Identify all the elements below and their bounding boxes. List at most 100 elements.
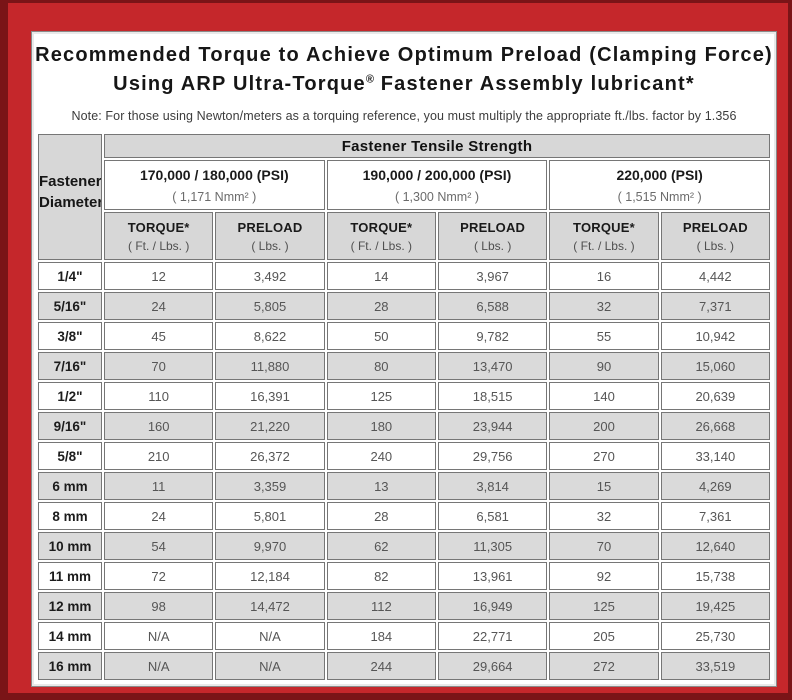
page-title: Recommended Torque to Achieve Optimum Pr… bbox=[32, 41, 776, 99]
value-cell: 20,639 bbox=[660, 382, 770, 410]
value-cell: 184 bbox=[326, 622, 436, 650]
value-cell: 14 bbox=[326, 262, 436, 290]
value-cell: 24 bbox=[104, 502, 214, 530]
value-cell: 82 bbox=[326, 562, 436, 590]
table-row: 1/4" 12 3,492 14 3,967 16 4,442 bbox=[38, 262, 770, 290]
value-cell: 15 bbox=[549, 472, 659, 500]
unit-header-row: TORQUE* ( Ft. / Lbs. ) PRELOAD ( Lbs. ) … bbox=[38, 212, 770, 260]
value-cell: 9,970 bbox=[215, 532, 325, 560]
title-line-2: Using ARP Ultra-Torque® Fastener Assembl… bbox=[113, 73, 695, 95]
value-cell: 13,961 bbox=[437, 562, 548, 590]
table-row: 9/16" 160 21,220 180 23,944 200 26,668 bbox=[38, 412, 770, 440]
table-row: 5/8" 210 26,372 240 29,756 270 33,140 bbox=[38, 442, 770, 470]
diameter-cell: 5/16" bbox=[38, 292, 102, 320]
value-cell: 7,361 bbox=[660, 502, 770, 530]
note-text: Note: For those using Newton/meters as a… bbox=[71, 109, 737, 123]
diameter-cell: 10 mm bbox=[38, 532, 102, 560]
value-cell: 13,470 bbox=[437, 352, 548, 380]
diameter-cell: 1/4" bbox=[38, 262, 102, 290]
value-cell: 3,814 bbox=[437, 472, 548, 500]
value-cell: 15,738 bbox=[660, 562, 770, 590]
value-cell: 15,060 bbox=[660, 352, 770, 380]
psi-header-220: 220,000 (PSI) ( 1,515 Nmm² ) bbox=[549, 160, 770, 210]
diameter-cell: 8 mm bbox=[38, 502, 102, 530]
psi-header-170-180: 170,000 / 180,000 (PSI) ( 1,171 Nmm² ) bbox=[104, 160, 325, 210]
value-cell: 180 bbox=[326, 412, 436, 440]
value-cell: 26,372 bbox=[215, 442, 325, 470]
value-cell: 24 bbox=[104, 292, 214, 320]
value-cell: 62 bbox=[326, 532, 436, 560]
table-row: 8 mm 24 5,801 28 6,581 32 7,361 bbox=[38, 502, 770, 530]
value-cell: 210 bbox=[104, 442, 214, 470]
diameter-cell: 7/16" bbox=[38, 352, 102, 380]
value-cell: 16 bbox=[549, 262, 659, 290]
torque-table-header: Fastener Diameter Fastener Tensile Streng… bbox=[38, 134, 770, 260]
value-cell: 12,184 bbox=[215, 562, 325, 590]
table-row: 1/2" 110 16,391 125 18,515 140 20,639 bbox=[38, 382, 770, 410]
diameter-cell: 12 mm bbox=[38, 592, 102, 620]
diameter-cell: 9/16" bbox=[38, 412, 102, 440]
value-cell: 11,305 bbox=[437, 532, 548, 560]
value-cell: 6,581 bbox=[437, 502, 548, 530]
table-row: 16 mm N/A N/A 244 29,664 272 33,519 bbox=[38, 652, 770, 680]
table-row: 12 mm 98 14,472 112 16,949 125 19,425 bbox=[38, 592, 770, 620]
value-cell: 16,391 bbox=[215, 382, 325, 410]
value-cell: 4,442 bbox=[660, 262, 770, 290]
value-cell: 6,588 bbox=[437, 292, 548, 320]
value-cell: N/A bbox=[104, 652, 214, 680]
value-cell: 125 bbox=[326, 382, 436, 410]
torque-column-header: TORQUE* ( Ft. / Lbs. ) bbox=[104, 212, 214, 260]
value-cell: 23,944 bbox=[437, 412, 548, 440]
value-cell: 28 bbox=[326, 292, 436, 320]
preload-column-header: PRELOAD ( Lbs. ) bbox=[660, 212, 770, 260]
value-cell: 11,880 bbox=[215, 352, 325, 380]
value-cell: 92 bbox=[549, 562, 659, 590]
value-cell: 5,805 bbox=[215, 292, 325, 320]
diameter-cell: 5/8" bbox=[38, 442, 102, 470]
registered-trademark-symbol: ® bbox=[365, 73, 374, 86]
diameter-cell: 16 mm bbox=[38, 652, 102, 680]
torque-column-header: TORQUE* ( Ft. / Lbs. ) bbox=[326, 212, 436, 260]
psi-header-row: 170,000 / 180,000 (PSI) ( 1,171 Nmm² ) 1… bbox=[38, 160, 770, 210]
value-cell: 72 bbox=[104, 562, 214, 590]
diameter-cell: 6 mm bbox=[38, 472, 102, 500]
torque-column-header: TORQUE* ( Ft. / Lbs. ) bbox=[549, 212, 659, 260]
value-cell: 7,371 bbox=[660, 292, 770, 320]
table-row: 10 mm 54 9,970 62 11,305 70 12,640 bbox=[38, 532, 770, 560]
value-cell: 80 bbox=[326, 352, 436, 380]
value-cell: N/A bbox=[215, 652, 325, 680]
red-frame: Recommended Torque to Achieve Optimum Pr… bbox=[8, 3, 788, 693]
value-cell: 8,622 bbox=[215, 322, 325, 350]
value-cell: 125 bbox=[549, 592, 659, 620]
value-cell: 3,359 bbox=[215, 472, 325, 500]
value-cell: 54 bbox=[104, 532, 214, 560]
psi-header-190-200: 190,000 / 200,000 (PSI) ( 1,300 Nmm² ) bbox=[326, 160, 548, 210]
tensile-strength-header: Fastener Tensile Strength bbox=[104, 134, 770, 158]
value-cell: 12,640 bbox=[660, 532, 770, 560]
value-cell: 55 bbox=[549, 322, 659, 350]
table-row: 11 mm 72 12,184 82 13,961 92 15,738 bbox=[38, 562, 770, 590]
table-row: 3/8" 45 8,622 50 9,782 55 10,942 bbox=[38, 322, 770, 350]
value-cell: 29,664 bbox=[437, 652, 548, 680]
value-cell: 28 bbox=[326, 502, 436, 530]
value-cell: 26,668 bbox=[660, 412, 770, 440]
value-cell: 205 bbox=[549, 622, 659, 650]
value-cell: 272 bbox=[549, 652, 659, 680]
value-cell: 5,801 bbox=[215, 502, 325, 530]
value-cell: 3,967 bbox=[437, 262, 548, 290]
value-cell: 240 bbox=[326, 442, 436, 470]
value-cell: N/A bbox=[104, 622, 214, 650]
value-cell: 11 bbox=[104, 472, 214, 500]
value-cell: 19,425 bbox=[660, 592, 770, 620]
value-cell: 32 bbox=[549, 292, 659, 320]
fastener-diameter-header: Fastener Diameter bbox=[38, 134, 102, 260]
diameter-cell: 14 mm bbox=[38, 622, 102, 650]
value-cell: 110 bbox=[104, 382, 214, 410]
content-panel: Recommended Torque to Achieve Optimum Pr… bbox=[31, 31, 777, 687]
preload-column-header: PRELOAD ( Lbs. ) bbox=[215, 212, 325, 260]
diameter-cell: 1/2" bbox=[38, 382, 102, 410]
value-cell: 112 bbox=[326, 592, 436, 620]
value-cell: 12 bbox=[104, 262, 214, 290]
value-cell: 70 bbox=[104, 352, 214, 380]
value-cell: 16,949 bbox=[437, 592, 548, 620]
